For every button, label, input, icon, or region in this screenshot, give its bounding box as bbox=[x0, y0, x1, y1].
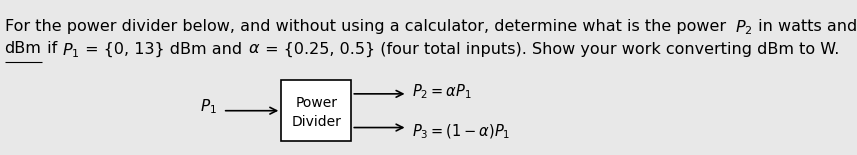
Text: $P_3=(1-\alpha)P_1$: $P_3=(1-\alpha)P_1$ bbox=[412, 122, 511, 141]
Text: = {0, 13} dBm and: = {0, 13} dBm and bbox=[80, 41, 247, 57]
Text: dBm: dBm bbox=[4, 41, 41, 56]
Text: = {0.25, 0.5} (four total inputs). Show your work converting dBm to W.: = {0.25, 0.5} (four total inputs). Show … bbox=[261, 41, 840, 57]
Text: $P_1$: $P_1$ bbox=[63, 41, 80, 60]
Text: For the power divider below, and without using a calculator, determine what is t: For the power divider below, and without… bbox=[4, 19, 731, 33]
Text: $\alpha$: $\alpha$ bbox=[248, 41, 261, 56]
Text: $P_1$: $P_1$ bbox=[200, 97, 217, 116]
Text: $P_2=\alpha P_1$: $P_2=\alpha P_1$ bbox=[412, 82, 472, 101]
Text: if: if bbox=[42, 41, 62, 56]
Text: Power: Power bbox=[296, 96, 338, 110]
Text: Divider: Divider bbox=[291, 115, 341, 129]
Text: $P_2$: $P_2$ bbox=[734, 19, 752, 37]
Text: in watts and: in watts and bbox=[752, 19, 857, 33]
Bar bbox=[281, 80, 351, 141]
